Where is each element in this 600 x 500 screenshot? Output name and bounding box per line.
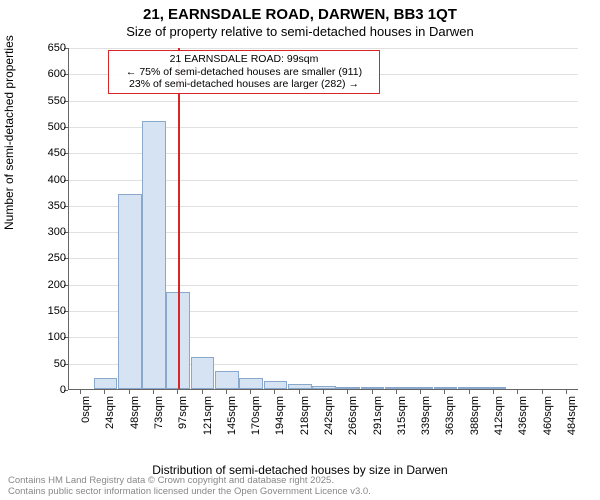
x-tick-label: 218sqm (299, 396, 311, 446)
x-tick-label: 412sqm (493, 396, 505, 446)
x-tick-label: 363sqm (444, 396, 456, 446)
histogram-bar (385, 387, 409, 389)
x-tick (129, 390, 130, 394)
x-tick-label: 388sqm (469, 396, 481, 446)
annotation-box: 21 EARNSDALE ROAD: 99sqm← 75% of semi-de… (108, 50, 380, 94)
x-tick-label: 48sqm (129, 396, 141, 446)
y-tick-label: 50 (26, 358, 66, 370)
histogram-bar (482, 387, 506, 389)
x-tick-label: 484sqm (566, 396, 578, 446)
x-tick (566, 390, 567, 394)
y-axis-label: Number of semi-detached properties (2, 35, 16, 230)
x-tick-label: 315sqm (396, 396, 408, 446)
histogram-bar (264, 381, 288, 389)
x-tick-label: 145sqm (226, 396, 238, 446)
x-tick (177, 390, 178, 394)
y-tick-label: 650 (26, 42, 66, 54)
x-tick (372, 390, 373, 394)
y-tick-label: 300 (26, 226, 66, 238)
annotation-line: 23% of semi-detached houses are larger (… (113, 78, 375, 91)
x-tick (444, 390, 445, 394)
histogram-bar (409, 387, 433, 389)
x-tick (153, 390, 154, 394)
y-tick-label: 150 (26, 305, 66, 317)
chart-title-line1: 21, EARNSDALE ROAD, DARWEN, BB3 1QT (0, 6, 600, 23)
chart-container: { "titles": { "line1": "21, EARNSDALE RO… (0, 0, 600, 500)
x-tick (469, 390, 470, 394)
x-tick-label: 73sqm (153, 396, 165, 446)
x-tick (250, 390, 251, 394)
y-tick-label: 350 (26, 200, 66, 212)
x-tick-label: 460sqm (542, 396, 554, 446)
chart-title-line2: Size of property relative to semi-detach… (0, 24, 600, 39)
x-tick-label: 170sqm (250, 396, 262, 446)
grid-line (69, 101, 578, 102)
histogram-bar (336, 387, 360, 389)
x-tick (104, 390, 105, 394)
x-tick (226, 390, 227, 394)
grid-line (69, 48, 578, 49)
histogram-bar (191, 357, 215, 389)
x-tick (493, 390, 494, 394)
x-tick-label: 121sqm (202, 396, 214, 446)
histogram-bar (239, 378, 263, 389)
x-tick (299, 390, 300, 394)
x-tick-label: 0sqm (80, 396, 92, 446)
x-tick-label: 436sqm (517, 396, 529, 446)
attribution-line1: Contains HM Land Registry data © Crown c… (8, 475, 334, 486)
marker-vertical-line (178, 48, 180, 389)
annotation-line: 21 EARNSDALE ROAD: 99sqm (113, 53, 375, 66)
y-tick-label: 550 (26, 95, 66, 107)
histogram-bar (361, 387, 385, 389)
y-tick-label: 100 (26, 331, 66, 343)
x-tick-label: 266sqm (347, 396, 359, 446)
x-tick (542, 390, 543, 394)
x-tick (202, 390, 203, 394)
x-tick (347, 390, 348, 394)
annotation-line: ← 75% of semi-detached houses are smalle… (113, 66, 375, 79)
x-tick-label: 339sqm (420, 396, 432, 446)
plot-area (68, 48, 578, 390)
x-tick-label: 242sqm (323, 396, 335, 446)
y-tick-label: 200 (26, 279, 66, 291)
histogram-bar (458, 387, 482, 389)
x-tick (274, 390, 275, 394)
x-tick-label: 97sqm (177, 396, 189, 446)
histogram-bar (142, 121, 166, 389)
x-tick-label: 194sqm (274, 396, 286, 446)
attribution-line2: Contains public sector information licen… (8, 486, 371, 497)
y-tick-label: 400 (26, 174, 66, 186)
x-tick (517, 390, 518, 394)
x-tick (396, 390, 397, 394)
y-tick-label: 0 (26, 384, 66, 396)
x-tick (323, 390, 324, 394)
attribution-text: Contains HM Land Registry data © Crown c… (8, 476, 371, 498)
histogram-bar (215, 371, 239, 389)
histogram-bar (94, 378, 118, 389)
y-tick-label: 600 (26, 68, 66, 80)
y-tick-label: 500 (26, 121, 66, 133)
histogram-bar (288, 384, 312, 389)
y-tick-label: 450 (26, 147, 66, 159)
x-tick-label: 24sqm (104, 396, 116, 446)
x-tick (420, 390, 421, 394)
x-tick (80, 390, 81, 394)
histogram-bar (118, 194, 142, 389)
histogram-bar (434, 387, 458, 389)
histogram-bar (312, 386, 336, 389)
x-tick-label: 291sqm (372, 396, 384, 446)
y-tick-label: 250 (26, 252, 66, 264)
